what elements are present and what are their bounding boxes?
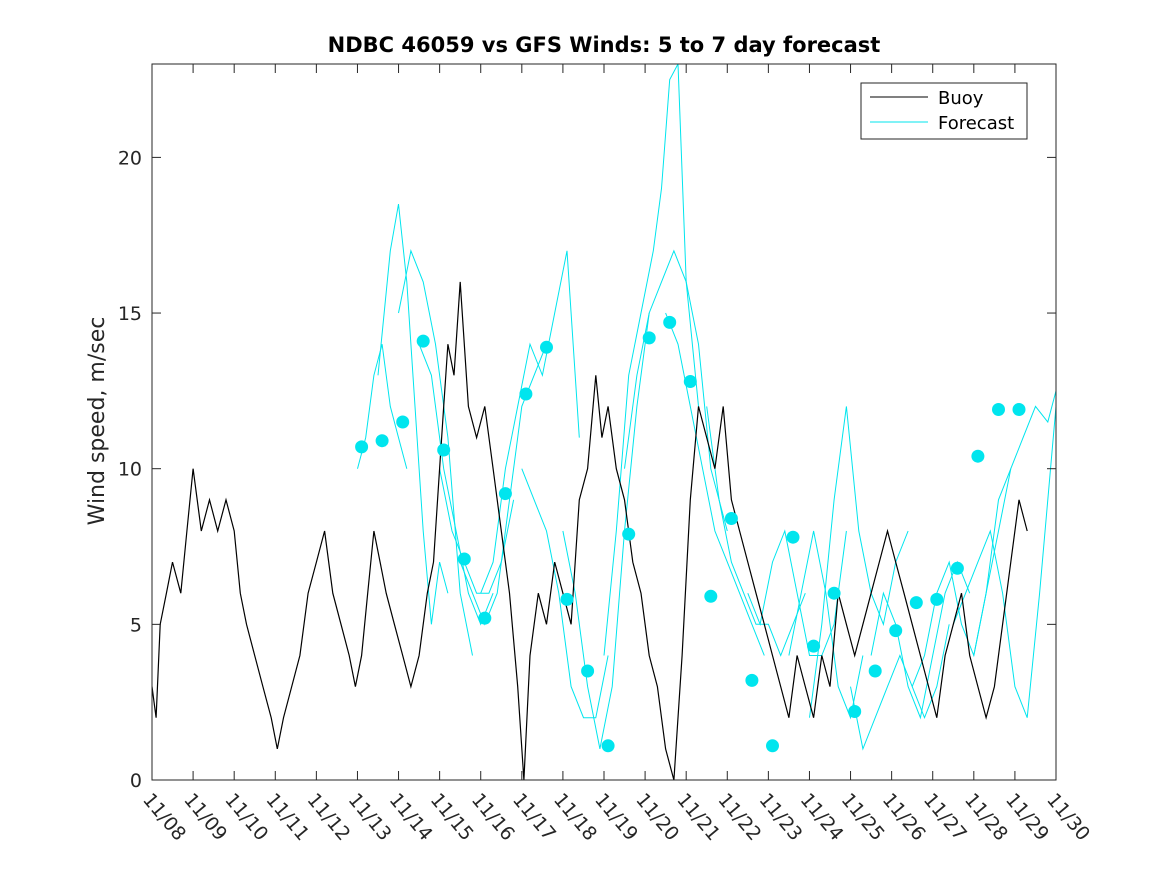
forecast-line-18: [911, 468, 1012, 687]
forecast-marker: [868, 664, 882, 678]
x-tick-label: 11/26: [878, 789, 930, 845]
forecast-line-10: [624, 249, 728, 532]
x-tick-label: 11/18: [549, 789, 601, 845]
x-tick-label: 11/09: [179, 789, 231, 845]
legend-label-buoy: Buoy: [938, 88, 984, 109]
forecast-marker: [457, 552, 471, 566]
x-tick-label: 11/08: [138, 789, 190, 845]
y-tick-label: 5: [130, 614, 142, 636]
legend: Buoy Forecast: [860, 82, 1028, 140]
x-tick-label: 11/19: [590, 789, 642, 845]
forecast-marker: [704, 589, 718, 603]
x-tick-label: 11/22: [713, 789, 765, 845]
x-tick-label: 11/11: [261, 789, 313, 845]
forecast-marker: [1012, 403, 1026, 416]
x-tick-label: 11/29: [1001, 789, 1053, 845]
legend-label-forecast: Forecast: [938, 113, 1014, 134]
forecast-marker: [478, 611, 492, 625]
x-tick-label: 11/12: [303, 789, 355, 845]
legend-box: [860, 82, 1028, 140]
forecast-marker: [930, 592, 944, 606]
x-tick-label: 11/17: [508, 789, 560, 845]
forecast-marker: [971, 449, 985, 463]
y-tick-label: 20: [118, 147, 142, 169]
x-tick-label: 11/30: [1042, 789, 1094, 845]
x-tick-label: 11/10: [220, 789, 272, 845]
forecast-line-9: [603, 64, 699, 656]
forecast-line-3: [418, 344, 494, 626]
x-tick-label: 11/20: [631, 789, 683, 845]
forecast-marker: [848, 705, 862, 718]
forecast-line-8: [562, 312, 650, 749]
y-tick-label: 10: [118, 459, 142, 481]
x-tick-label: 11/28: [960, 789, 1012, 845]
forecast-marker: [540, 340, 553, 354]
x-tick-label: 11/21: [672, 789, 724, 845]
x-tick-label: 11/15: [426, 789, 478, 845]
forecast-line-11: [665, 312, 765, 656]
forecast-marker: [786, 530, 800, 544]
forecast-marker: [724, 512, 738, 525]
buoy-line: [152, 281, 1028, 780]
forecast-line-17: [870, 560, 971, 720]
forecast-marker: [355, 440, 369, 454]
plot-frame: [151, 63, 1057, 781]
forecast-line-7: [521, 468, 609, 719]
forecast-marker: [663, 315, 677, 329]
x-tick-label: 11/27: [919, 789, 971, 845]
y-axis: 0 5 10 15 20: [118, 147, 1056, 792]
forecast-marker: [560, 592, 574, 606]
forecast-marker: [642, 331, 656, 345]
forecast-marker: [950, 561, 964, 575]
forecast-marker: [519, 387, 533, 401]
forecast-marker: [581, 664, 595, 678]
y-tick-label: 15: [118, 303, 142, 325]
forecast-marker: [909, 596, 923, 610]
y-axis-label: Wind speed, m/sec: [85, 317, 110, 526]
x-tick-label: 11/24: [796, 789, 848, 845]
forecast-marker: [396, 415, 410, 429]
forecast-marker: [416, 334, 430, 348]
x-tick-label: 11/25: [837, 789, 889, 845]
forecast-marker: [827, 586, 841, 600]
forecast-marker: [766, 739, 779, 753]
forecast-marker: [807, 639, 821, 653]
x-tick-label: 11/13: [344, 789, 396, 845]
forecast-marker: [745, 673, 759, 687]
plot-area: [152, 64, 1056, 780]
y-tick-label: 0: [130, 770, 142, 792]
forecast-marker: [498, 487, 512, 501]
forecast-marker: [992, 403, 1005, 416]
forecast-marker: [375, 434, 389, 448]
forecast-line-20: [973, 390, 1056, 656]
chart-title: NDBC 46059 vs GFS Winds: 5 to 7 day fore…: [328, 33, 881, 57]
forecast-line-13: [747, 529, 847, 656]
forecast-marker: [683, 375, 697, 388]
forecast-marker: [622, 527, 636, 541]
forecast-line-15: [809, 406, 909, 718]
forecast-marker: [889, 624, 903, 638]
x-tick-label: 11/16: [467, 789, 519, 845]
forecast-line-6: [480, 250, 580, 594]
forecast-line-12: [706, 406, 806, 657]
forecast-line-14: [788, 530, 864, 720]
x-tick-label: 11/23: [755, 789, 807, 845]
forecast-marker: [437, 443, 451, 457]
forecast-line-0: [357, 344, 408, 469]
forecast-line-1: [377, 204, 449, 625]
forecast-line-16: [850, 624, 950, 751]
forecast-line-2: [398, 249, 473, 656]
forecast-marker: [601, 739, 615, 753]
forecast-line-19: [952, 406, 1056, 718]
x-tick-label: 11/14: [385, 789, 437, 845]
